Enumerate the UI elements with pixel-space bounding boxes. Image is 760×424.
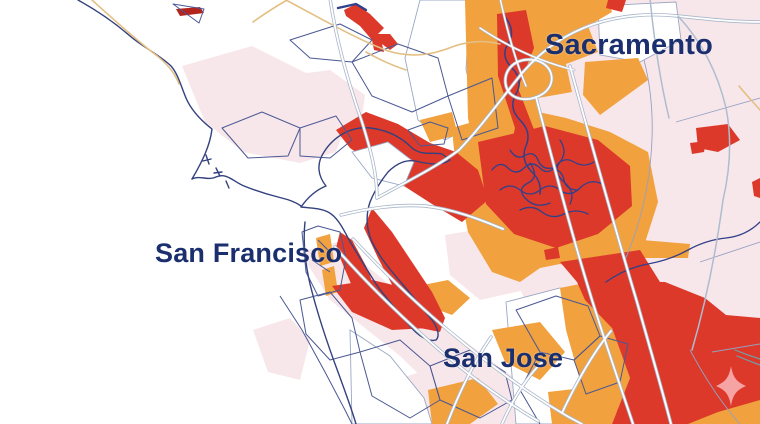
city-label-san-jose: San Jose [443, 343, 564, 373]
city-label-san-francisco: San Francisco [155, 238, 343, 268]
sparkle-icon [716, 366, 746, 406]
minor-roads-gray [649, 0, 760, 366]
tract-boundaries [172, 3, 760, 424]
minor-roads-tan [91, 0, 760, 111]
coastline [77, 0, 357, 424]
waterway-lines [336, 2, 760, 283]
bay-water [300, 127, 451, 342]
highway-cores [329, 0, 760, 424]
city-label-sacramento: Sacramento [545, 29, 714, 61]
highest-severity-regions [176, 7, 204, 16]
valley-gap-region [351, 141, 415, 187]
